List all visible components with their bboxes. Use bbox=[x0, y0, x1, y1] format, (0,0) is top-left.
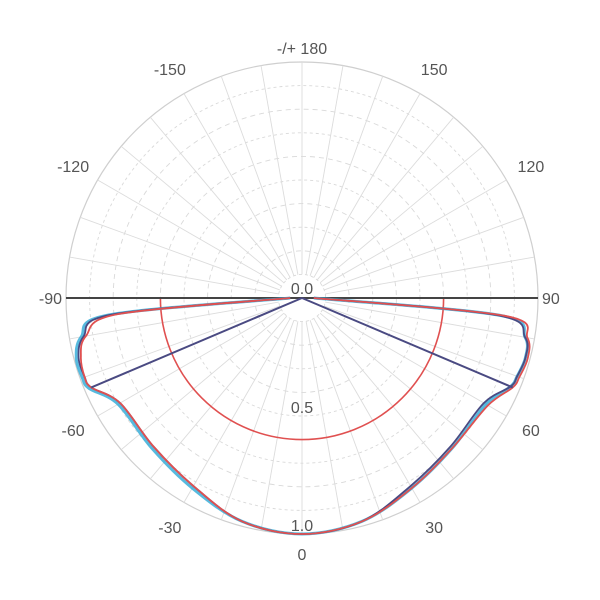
grid-spoke bbox=[97, 179, 282, 287]
grid-spoke bbox=[309, 320, 384, 520]
radial-tick-label: 0.0 bbox=[291, 281, 313, 298]
grid-spoke bbox=[97, 309, 282, 417]
grid-spoke bbox=[324, 216, 524, 291]
grid-spoke bbox=[149, 315, 288, 480]
angle-tick-label: 90 bbox=[542, 291, 560, 308]
grid-spoke bbox=[183, 318, 291, 503]
grid-spoke bbox=[260, 65, 299, 275]
angle-tick-label: 0 bbox=[298, 547, 307, 564]
angle-tick-label: -60 bbox=[62, 423, 85, 440]
grid-spoke bbox=[220, 320, 295, 520]
reference-circle bbox=[159, 297, 445, 441]
grid-spoke bbox=[305, 321, 344, 531]
grid-spoke bbox=[120, 312, 285, 451]
radial-marker-line bbox=[301, 297, 514, 389]
grid-spoke bbox=[69, 256, 279, 295]
polar-grid bbox=[65, 61, 539, 535]
grid-spoke bbox=[316, 315, 455, 480]
radial-tick-label: 1.0 bbox=[291, 518, 313, 535]
grid-spoke bbox=[309, 76, 384, 276]
series-layer bbox=[74, 296, 531, 536]
label-layer: -/+ 180 150 -150 120 -120 90 -90 60 -60 30 -30 0 0.0… bbox=[39, 41, 560, 564]
angle-tick-label: -/+ 180 bbox=[277, 41, 327, 58]
grid-spoke bbox=[149, 116, 288, 281]
angle-tick-label: -90 bbox=[39, 291, 62, 308]
grid-spoke bbox=[80, 305, 280, 380]
grid-spoke bbox=[322, 309, 507, 417]
grid-spoke bbox=[325, 301, 535, 340]
grid-spoke bbox=[260, 321, 299, 531]
grid-spoke bbox=[183, 93, 291, 278]
radial-tick-label: 0.5 bbox=[291, 400, 313, 417]
grid-spoke bbox=[305, 65, 344, 275]
grid-spoke bbox=[325, 256, 535, 295]
grid-spoke bbox=[220, 76, 295, 276]
grid-spoke bbox=[319, 145, 484, 284]
angle-tick-label: -120 bbox=[57, 159, 89, 176]
grid-spoke bbox=[319, 312, 484, 451]
grid-spoke bbox=[313, 93, 421, 278]
series-line-3 bbox=[79, 297, 531, 535]
angle-tick-label: -30 bbox=[158, 520, 181, 537]
grid-spoke bbox=[120, 145, 285, 284]
grid-spoke bbox=[316, 116, 455, 281]
angle-tick-label: 30 bbox=[425, 520, 443, 537]
grid-spoke bbox=[313, 318, 421, 503]
grid-spoke bbox=[322, 179, 507, 287]
radial-marker-line bbox=[90, 297, 303, 389]
angle-tick-label: 60 bbox=[522, 423, 540, 440]
grid-spoke bbox=[69, 301, 279, 340]
angle-tick-label: -150 bbox=[154, 62, 186, 79]
grid-spoke bbox=[324, 305, 524, 380]
angle-tick-label: 120 bbox=[518, 159, 545, 176]
angle-tick-label: 150 bbox=[421, 62, 448, 79]
grid-spoke bbox=[80, 216, 280, 291]
